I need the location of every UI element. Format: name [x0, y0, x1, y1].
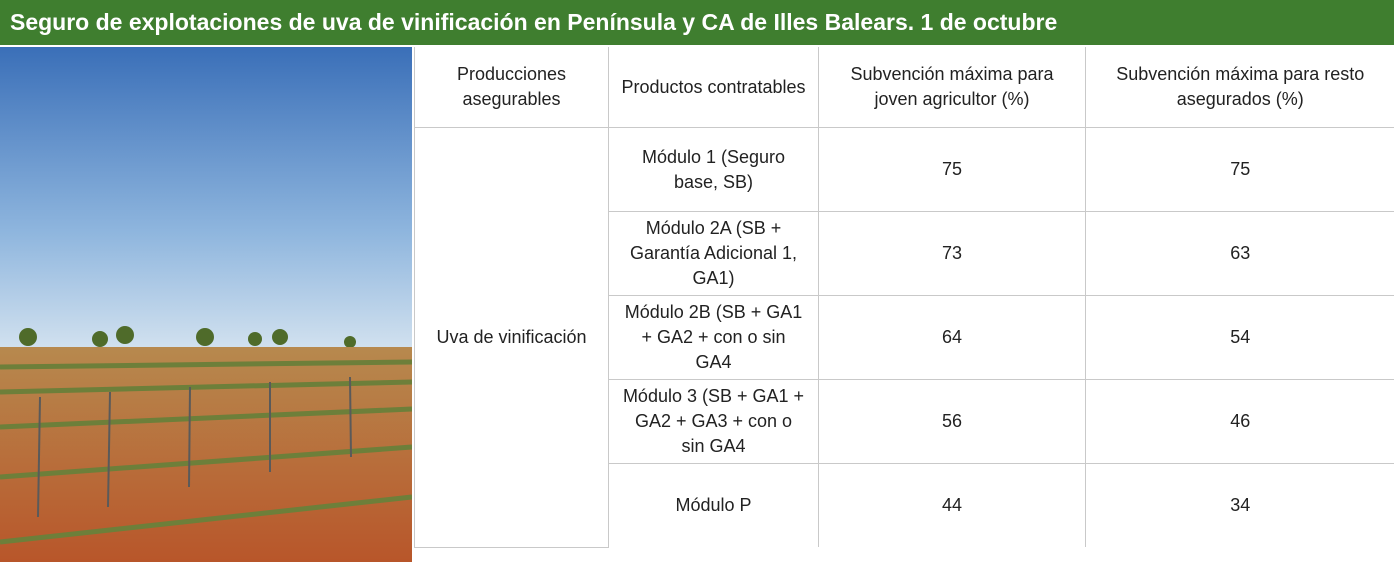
subsidy-cell: 63 — [1086, 212, 1394, 296]
vineyard-photo — [0, 47, 412, 562]
subsidy-cell: 73 — [819, 212, 1086, 296]
column-header: Productos contratables — [609, 47, 819, 128]
subsidy-cell: 64 — [819, 296, 1086, 380]
product-cell: Módulo 2B (SB + GA1 + GA2 + con o sin GA… — [609, 296, 819, 380]
subsidy-cell: 75 — [1086, 128, 1394, 212]
column-header: Subvención máxima para resto asegurados … — [1086, 47, 1394, 128]
subsidy-cell: 44 — [819, 464, 1086, 548]
subsidy-cell: 75 — [819, 128, 1086, 212]
page: Seguro de explotaciones de uva de vinifi… — [0, 0, 1394, 562]
title-bar: Seguro de explotaciones de uva de vinifi… — [0, 0, 1394, 45]
product-cell: Módulo 3 (SB + GA1 + GA2 + GA3 + con o s… — [609, 380, 819, 464]
column-header: Subvención máxima para joven agricultor … — [819, 47, 1086, 128]
product-cell: Módulo 1 (Seguro base, SB) — [609, 128, 819, 212]
column-header: Producciones asegurables — [415, 47, 609, 128]
subsidy-cell: 54 — [1086, 296, 1394, 380]
subsidy-cell: 56 — [819, 380, 1086, 464]
production-cell: Uva de vinificación — [415, 128, 609, 548]
subsidy-cell: 46 — [1086, 380, 1394, 464]
subsidy-cell: 34 — [1086, 464, 1394, 548]
product-cell: Módulo P — [609, 464, 819, 548]
product-cell: Módulo 2A (SB + Garantía Adicional 1, GA… — [609, 212, 819, 296]
